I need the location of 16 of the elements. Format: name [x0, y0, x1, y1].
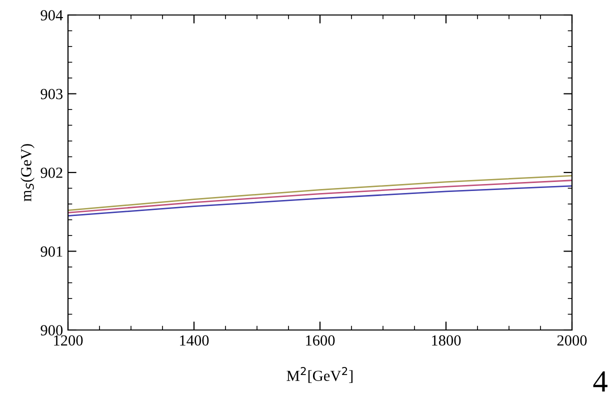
y-tick-label: 901	[40, 246, 62, 257]
y-tick-label: 903	[40, 88, 63, 100]
y-tick-label: 904	[40, 10, 63, 20]
line-series	[68, 180, 572, 214]
x-tick-label: 1400	[180, 335, 209, 346]
line-series	[68, 185, 572, 217]
x-tick-label: 1200	[54, 335, 83, 346]
x-tick-label: 1800	[432, 335, 461, 346]
x-tick-label: 1600	[306, 335, 335, 346]
y-axis-title: m$_{S}$(GeV)	[20, 144, 34, 202]
y-tick-label: 902	[40, 168, 62, 178]
x-tick-label: 2000	[557, 335, 587, 346]
y-tick-label: 900	[40, 325, 63, 336]
line-series	[68, 174, 572, 211]
text: 4	[593, 371, 608, 392]
x-axis-title: M$^{2}$[GeV$^{2}$]	[286, 367, 353, 383]
